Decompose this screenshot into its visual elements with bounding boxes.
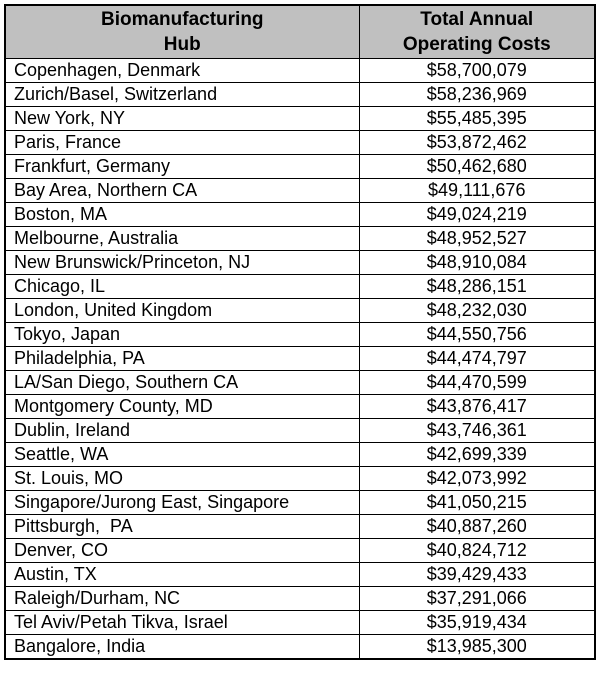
hub-cell: Melbourne, Australia: [4, 226, 360, 251]
cost-cell: $44,550,756: [358, 322, 596, 347]
hub-cell: Tel Aviv/Petah Tikva, Israel: [4, 610, 360, 635]
header-row: Biomanufacturing Hub Total Annual Operat…: [4, 4, 596, 59]
table-row: Seattle, WA $42,699,339: [4, 442, 596, 467]
table-row: Dublin, Ireland $43,746,361: [4, 418, 596, 443]
cost-cell: $39,429,433: [358, 562, 596, 587]
table-row: Singapore/Jurong East, Singapore $41,050,…: [4, 490, 596, 515]
table-row: Tel Aviv/Petah Tikva, Israel $35,919,434: [4, 610, 596, 635]
cost-cell: $13,985,300: [358, 634, 596, 660]
cost-cell: $43,746,361: [358, 418, 596, 443]
hub-cell: New York, NY: [4, 106, 360, 131]
cost-cell: $58,236,969: [358, 82, 596, 107]
table-row: Copenhagen, Denmark $58,700,079: [4, 58, 596, 83]
table-row: Bangalore, India $13,985,300: [4, 634, 596, 660]
table-row: Philadelphia, PA $44,474,797: [4, 346, 596, 371]
operating-costs-table: Biomanufacturing Hub Total Annual Operat…: [4, 4, 596, 660]
hub-cell: Montgomery County, MD: [4, 394, 360, 419]
cost-cell: $48,952,527: [358, 226, 596, 251]
cost-cell: $40,824,712: [358, 538, 596, 563]
header-cell-cost: Total Annual Operating Costs: [358, 4, 596, 59]
header-cell-hub: Biomanufacturing Hub: [4, 4, 360, 59]
table-row: Austin, TX $39,429,433: [4, 562, 596, 587]
hub-cell: Bay Area, Northern CA: [4, 178, 360, 203]
table-row: New York, NY $55,485,395: [4, 106, 596, 131]
cost-cell: $37,291,066: [358, 586, 596, 611]
hub-cell: Tokyo, Japan: [4, 322, 360, 347]
cost-cell: $43,876,417: [358, 394, 596, 419]
cost-cell: $35,919,434: [358, 610, 596, 635]
hub-cell: Chicago, IL: [4, 274, 360, 299]
hub-cell: Philadelphia, PA: [4, 346, 360, 371]
cost-cell: $42,699,339: [358, 442, 596, 467]
hub-cell: Raleigh/Durham, NC: [4, 586, 360, 611]
table-row: New Brunswick/Princeton, NJ $48,910,084: [4, 250, 596, 275]
table-row: Zurich/Basel, Switzerland $58,236,969: [4, 82, 596, 107]
cost-cell: $44,470,599: [358, 370, 596, 395]
cost-cell: $42,073,992: [358, 466, 596, 491]
hub-cell: Denver, CO: [4, 538, 360, 563]
table-row: Chicago, IL $48,286,151: [4, 274, 596, 299]
table-row: Bay Area, Northern CA $49,111,676: [4, 178, 596, 203]
table-header: Biomanufacturing Hub Total Annual Operat…: [4, 4, 596, 59]
table-row: Denver, CO $40,824,712: [4, 538, 596, 563]
hub-cell: Bangalore, India: [4, 634, 360, 660]
cost-cell: $48,232,030: [358, 298, 596, 323]
cost-cell: $40,887,260: [358, 514, 596, 539]
table-row: St. Louis, MO $42,073,992: [4, 466, 596, 491]
hub-cell: Copenhagen, Denmark: [4, 58, 360, 83]
table-row: Boston, MA $49,024,219: [4, 202, 596, 227]
table-row: Paris, France $53,872,462: [4, 130, 596, 155]
table-row: London, United Kingdom $48,232,030: [4, 298, 596, 323]
hub-cell: Paris, France: [4, 130, 360, 155]
hub-cell: Austin, TX: [4, 562, 360, 587]
cost-cell: $41,050,215: [358, 490, 596, 515]
hub-cell: LA/San Diego, Southern CA: [4, 370, 360, 395]
cost-cell: $55,485,395: [358, 106, 596, 131]
cost-cell: $44,474,797: [358, 346, 596, 371]
hub-cell: Zurich/Basel, Switzerland: [4, 82, 360, 107]
hub-cell: Boston, MA: [4, 202, 360, 227]
table-row: Tokyo, Japan $44,550,756: [4, 322, 596, 347]
table-row: Pittsburgh, PA $40,887,260: [4, 514, 596, 539]
hub-cell: St. Louis, MO: [4, 466, 360, 491]
cost-cell: $58,700,079: [358, 58, 596, 83]
cost-cell: $48,910,084: [358, 250, 596, 275]
table-body: Copenhagen, Denmark $58,700,079 Zurich/Bas…: [4, 58, 596, 660]
table-row: Melbourne, Australia $48,952,527: [4, 226, 596, 251]
cost-cell: $53,872,462: [358, 130, 596, 155]
cost-cell: $49,111,676: [358, 178, 596, 203]
table-row: LA/San Diego, Southern CA $44,470,599: [4, 370, 596, 395]
hub-cell: New Brunswick/Princeton, NJ: [4, 250, 360, 275]
hub-cell: Frankfurt, Germany: [4, 154, 360, 179]
cost-cell: $50,462,680: [358, 154, 596, 179]
table-row: Raleigh/Durham, NC $37,291,066: [4, 586, 596, 611]
hub-cell: Seattle, WA: [4, 442, 360, 467]
hub-cell: London, United Kingdom: [4, 298, 360, 323]
cost-cell: $49,024,219: [358, 202, 596, 227]
hub-cell: Singapore/Jurong East, Singapore: [4, 490, 360, 515]
cost-cell: $48,286,151: [358, 274, 596, 299]
table-row: Frankfurt, Germany $50,462,680: [4, 154, 596, 179]
hub-cell: Dublin, Ireland: [4, 418, 360, 443]
hub-cell: Pittsburgh, PA: [4, 514, 360, 539]
table-row: Montgomery County, MD $43,876,417: [4, 394, 596, 419]
